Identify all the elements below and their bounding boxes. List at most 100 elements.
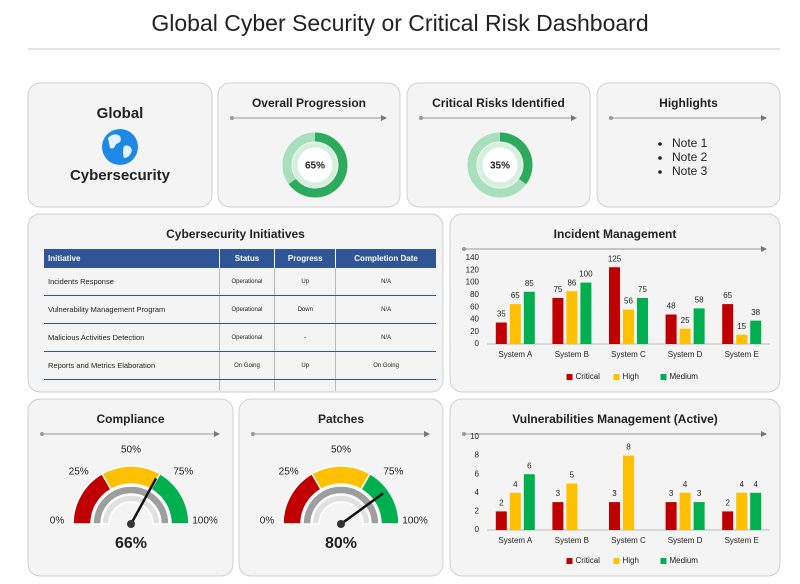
x-tick-label: System C — [611, 350, 646, 359]
table-cell: On Going — [219, 351, 276, 380]
bar-value-label: 56 — [624, 297, 633, 306]
donut-label: 35% — [490, 161, 510, 172]
table-cell: Operational — [219, 268, 276, 296]
legend-label: High — [623, 372, 639, 381]
gauge-tick-label: 100% — [192, 516, 218, 527]
bar-value-label: 2 — [725, 499, 730, 508]
bar — [495, 511, 507, 530]
donut-inner-ring — [292, 142, 338, 188]
bar — [637, 297, 648, 344]
y-tick-label: 20 — [470, 327, 479, 336]
panel-title: Incident Management — [554, 227, 677, 241]
page-title: Global Cyber Security or Critical Risk D… — [151, 10, 648, 36]
table-cell: Incidents Response — [44, 268, 220, 296]
table-cell: Reports and Metrics Elaboration — [44, 351, 220, 380]
gauge-tick-label: 50% — [121, 445, 141, 456]
table-row: Incidents Response Operational Up N/A — [44, 268, 436, 296]
legend-label: Medium — [670, 556, 699, 565]
bar-value-label: 125 — [608, 254, 622, 263]
bar — [509, 492, 521, 530]
bar-value-label: 6 — [527, 461, 532, 470]
gauge-inner-ring — [101, 494, 161, 525]
panel — [449, 398, 781, 577]
gauge-inner-ring — [302, 485, 380, 525]
panel-title: Highlights — [659, 96, 718, 110]
gauge-tick-label: 75% — [383, 466, 403, 477]
gauge-tick-label: 25% — [279, 466, 299, 477]
gauge-tick-label: 0% — [50, 516, 65, 527]
y-tick-label: 4 — [475, 488, 480, 497]
bar — [623, 309, 634, 344]
bar-value-label: 4 — [513, 480, 518, 489]
bar-value-label: 86 — [567, 278, 576, 287]
bar-value-label: 15 — [737, 322, 746, 331]
x-tick-label: System C — [611, 536, 646, 545]
gauge-inner-ring — [92, 485, 170, 525]
table-row: Vulnerability Management Program Operatio… — [44, 295, 436, 324]
y-tick-label: 8 — [475, 451, 480, 460]
x-tick-label: System B — [555, 350, 589, 359]
table-row: Malicious Activities Detection Operationa… — [44, 323, 436, 352]
panel-title: Critical Risks Identified — [432, 96, 565, 110]
y-tick-label: 60 — [470, 302, 479, 311]
legend-swatch — [613, 374, 620, 380]
table-cell: On Going — [219, 379, 276, 391]
bar — [736, 334, 748, 344]
gauge-zone — [149, 472, 190, 525]
y-tick-label: 0 — [475, 525, 480, 534]
x-tick-label: System E — [725, 536, 759, 545]
panel-title: Cybersecurity Initiatives — [166, 227, 305, 241]
column-header: Initiative — [44, 249, 220, 268]
bar-value-label: 3 — [697, 489, 702, 498]
gauge-tick-label: 0% — [260, 516, 275, 527]
table-row: Reports and Metrics Elaboration On Going U… — [44, 351, 436, 380]
globe-icon — [102, 129, 138, 165]
table-cell: Malicious Activities Detection — [44, 323, 220, 352]
y-tick-label: 10 — [470, 432, 479, 441]
highlight-item: Note 2 — [672, 150, 708, 164]
x-tick-label: System D — [668, 350, 703, 359]
bar-value-label: 65 — [723, 291, 732, 300]
gauge-tick-label: 50% — [331, 445, 351, 456]
gauge-zone — [359, 472, 400, 525]
table-cell: Up — [274, 351, 337, 380]
bar-value-label: 100 — [579, 270, 593, 279]
bar-value-label: 75 — [553, 285, 562, 294]
y-tick-label: 80 — [470, 290, 479, 299]
x-tick-label: System A — [498, 536, 532, 545]
bar-value-label: 4 — [683, 480, 688, 489]
table-cell: N/A — [335, 323, 436, 352]
bar — [523, 474, 535, 530]
y-tick-label: 40 — [470, 315, 479, 324]
bar — [509, 304, 521, 344]
table-cell: On Going — [335, 379, 436, 391]
bar — [609, 502, 620, 530]
table-cell: Up — [274, 379, 337, 391]
legend-label: Medium — [670, 372, 699, 381]
bullet — [658, 156, 662, 160]
gauge-needle — [129, 477, 158, 525]
donut-label: 65% — [305, 161, 325, 172]
panel — [596, 82, 781, 208]
bar — [623, 455, 634, 530]
gauge-value: 66% — [115, 535, 147, 552]
table-cell: Operational — [219, 295, 276, 324]
bar-value-label: 38 — [751, 308, 760, 317]
bar — [736, 492, 748, 530]
bar — [665, 314, 677, 344]
x-tick-label: System E — [725, 350, 759, 359]
table-cell: On Going — [335, 351, 436, 380]
y-tick-label: 0 — [475, 339, 480, 348]
bar — [566, 483, 578, 530]
bar — [566, 291, 578, 344]
table-frame: Initiative Status Progress Completion DateI… — [44, 249, 436, 391]
bar — [580, 282, 592, 344]
bar-value-label: 3 — [612, 489, 617, 498]
bar-value-label: 65 — [511, 291, 520, 300]
table-header-row: Initiative Status Progress Completion Date — [44, 249, 436, 268]
initiatives-table: Initiative Status Progress Completion Date I… — [44, 249, 436, 391]
bar — [679, 328, 691, 344]
bar-value-label: 8 — [626, 443, 631, 452]
